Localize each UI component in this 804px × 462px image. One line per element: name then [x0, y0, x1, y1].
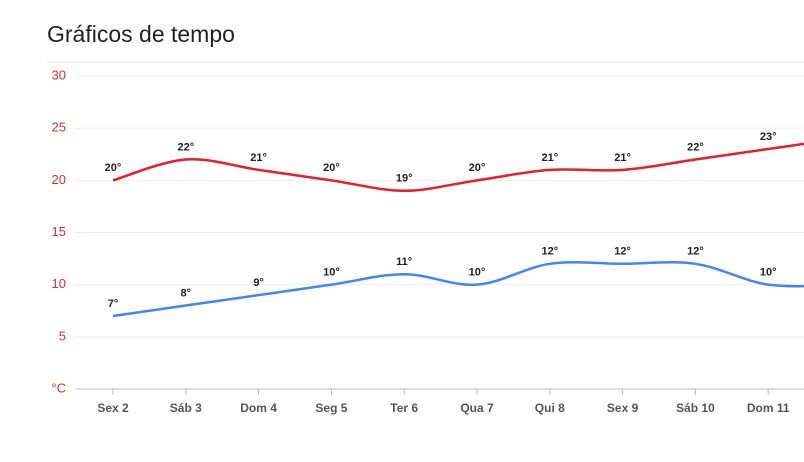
- x-tick-label: Dom 4: [240, 401, 277, 415]
- series-line: [112, 261, 804, 318]
- data-label: 21°: [541, 152, 558, 164]
- x-tick-label: Dom 11: [747, 401, 790, 415]
- data-label: 20°: [323, 162, 340, 174]
- data-label: 12°: [541, 246, 558, 258]
- data-label: 10°: [760, 267, 777, 279]
- data-label: 21°: [614, 152, 631, 164]
- x-tick-label: Sáb 3: [170, 401, 202, 415]
- data-label: 9°: [253, 277, 264, 289]
- data-label: 12°: [687, 246, 704, 258]
- y-tick-label: 10: [52, 276, 66, 291]
- y-tick-label: °C: [51, 380, 66, 395]
- data-label: 8°: [181, 287, 192, 299]
- series-line: [112, 142, 804, 193]
- data-label: 23°: [760, 131, 777, 143]
- y-tick-label: 15: [52, 224, 66, 239]
- data-label: 10°: [469, 267, 486, 279]
- y-tick-label: 5: [59, 328, 66, 343]
- y-tick-label: 20: [52, 172, 66, 187]
- chart-title: Gráficos de tempo: [47, 21, 235, 47]
- y-tick-label: 30: [52, 67, 66, 82]
- data-label: 20°: [469, 162, 486, 174]
- data-label: 20°: [105, 162, 122, 174]
- data-label: 10°: [323, 267, 340, 279]
- data-label: 11°: [396, 256, 412, 268]
- y-tick-label: 25: [52, 120, 66, 135]
- x-tick-label: Sáb 10: [676, 401, 715, 415]
- x-tick-label: Sex 9: [607, 401, 639, 415]
- data-label: 19°: [396, 173, 413, 185]
- x-tick-label: Seg 5: [315, 401, 347, 415]
- data-label: 21°: [250, 152, 267, 164]
- data-label: 22°: [177, 141, 194, 153]
- x-tick-label: Qua 7: [460, 401, 494, 415]
- x-tick-label: Qui 8: [535, 401, 565, 415]
- data-label: 7°: [108, 298, 119, 310]
- x-tick-label: Sex 2: [97, 401, 129, 415]
- x-tick-label: Ter 6: [390, 401, 418, 415]
- data-label: 22°: [687, 141, 704, 153]
- data-label: 12°: [614, 246, 631, 258]
